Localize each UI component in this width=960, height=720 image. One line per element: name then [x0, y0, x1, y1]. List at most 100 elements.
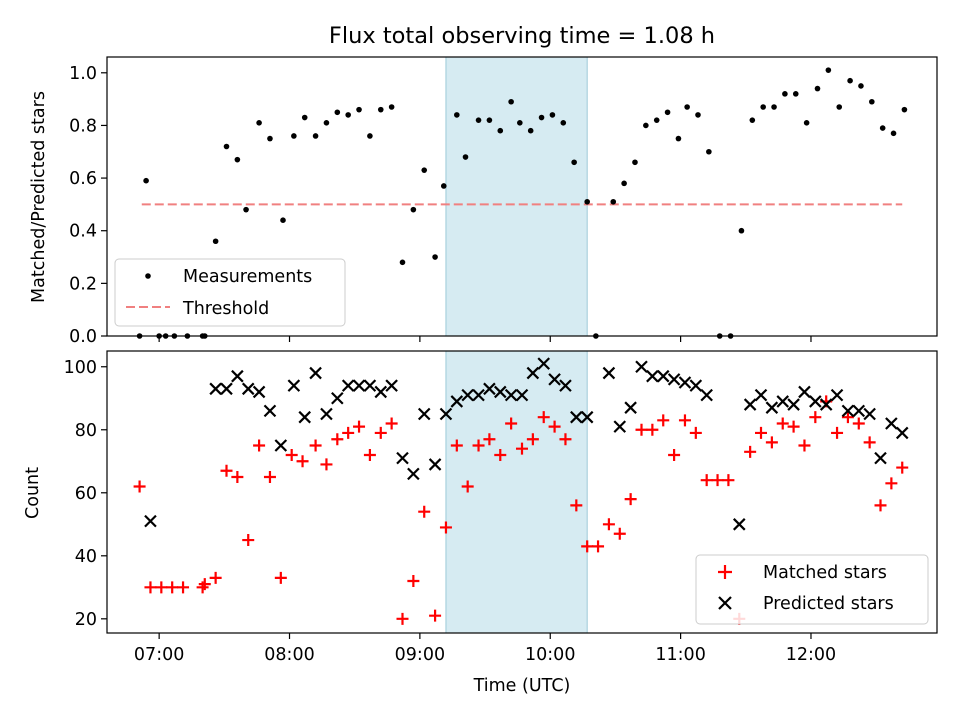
legend-measurements-label: Measurements [183, 267, 312, 287]
measurement-point [675, 135, 682, 142]
matched-star-point [220, 464, 233, 477]
bottom-x-ticks: 07:00 08:00 09:00 10:00 11:00 12:00 [134, 633, 836, 665]
matched-star-point [439, 521, 452, 534]
bottom-xtick-label: 11:00 [655, 645, 705, 665]
measurement-point [792, 91, 799, 97]
measurement-point [538, 114, 545, 121]
bottom-ylabel: Count [23, 467, 43, 519]
predicted-star-point [220, 382, 233, 396]
matched-star-point [668, 448, 681, 461]
top-points [136, 67, 908, 339]
matched-star-point [689, 426, 702, 439]
matched-star-point [177, 581, 190, 594]
measurement-point [497, 127, 504, 134]
matched-star-point [242, 534, 255, 547]
predicted-star-point [700, 388, 713, 402]
predicted-star-point [656, 369, 670, 383]
bottom-xtick-label: 12:00 [786, 645, 836, 665]
predicted-star-point [863, 407, 876, 421]
matched-star-point [133, 480, 146, 493]
top-ytick-label: 0.0 [69, 327, 97, 347]
matched-stars-points [133, 395, 909, 625]
predicted-star-point [483, 382, 496, 396]
bottom-legend: Matched stars Predicted stars [695, 554, 929, 625]
bottom-y-ticks: 20 40 60 80 100 [64, 358, 107, 630]
measurement-point [280, 217, 286, 223]
predicted-star-point [231, 369, 244, 383]
top-ytick-label: 0.2 [69, 274, 97, 294]
measurement-point [356, 106, 362, 113]
measurement-point [312, 133, 319, 139]
measurement-point [847, 77, 853, 84]
measurement-point [301, 114, 308, 121]
measurement-point [421, 167, 428, 173]
measurement-point [879, 125, 886, 131]
matched-star-point [765, 436, 778, 449]
matched-star-point [396, 612, 409, 625]
measurement-point [738, 227, 745, 234]
predicted-star-point [526, 366, 540, 380]
top-ytick-label: 1.0 [69, 64, 97, 84]
predicted-star-point [461, 388, 474, 402]
measurement-point [508, 98, 514, 105]
matched-star-point [787, 420, 800, 433]
measurement-point [243, 206, 249, 213]
legend-matched-marker [718, 565, 732, 579]
matched-star-point [209, 571, 222, 584]
matched-star-point [253, 439, 266, 452]
predicted-star-point [776, 395, 790, 408]
measurement-point [291, 133, 297, 139]
measurement-point [212, 238, 219, 245]
legend-threshold-label: Threshold [182, 299, 269, 319]
matched-star-point [548, 420, 561, 433]
matched-star-point [331, 433, 344, 446]
measurement-point [367, 133, 373, 139]
predicted-star-point [754, 388, 768, 402]
predicted-stars-points [144, 357, 909, 531]
predicted-star-point [537, 357, 551, 370]
matched-star-point [602, 518, 615, 531]
top-axes-frame [106, 56, 938, 337]
matched-star-point [874, 499, 887, 512]
bottom-panel: 20 40 60 80 100 07:00 08:00 09:00 10:00 11:00 12:… [23, 350, 938, 696]
measurement-point [771, 104, 777, 110]
matched-star-point [831, 426, 844, 439]
predicted-star-point [646, 369, 659, 383]
predicted-star-point [809, 395, 822, 408]
predicted-star-point [732, 518, 746, 531]
predicted-star-point [450, 395, 464, 408]
top-legend-box [114, 258, 346, 327]
predicted-star-point [417, 407, 431, 421]
measurement-point [323, 120, 330, 126]
predicted-star-point [298, 410, 312, 424]
measurement-point [571, 159, 577, 166]
measurement-point [610, 198, 617, 205]
measurement-point [475, 117, 482, 123]
matched-star-point [450, 439, 463, 452]
measurement-point [760, 104, 766, 110]
measurement-point [462, 154, 469, 160]
measurement-point [621, 180, 627, 187]
predicted-star-point [320, 407, 333, 421]
measurement-point [223, 143, 230, 150]
matched-star-point [342, 426, 355, 439]
measurement-point [858, 83, 864, 89]
matched-star-point [885, 477, 898, 490]
legend-predicted-label: Predicted stars [763, 594, 894, 614]
bottom-ytick-label: 60 [75, 484, 97, 504]
predicted-star-point [602, 366, 616, 380]
matched-star-point [374, 426, 387, 439]
measurement-point [836, 104, 843, 110]
matched-star-point [657, 414, 670, 427]
top-ylabel: Matched/Predicted stars [29, 91, 49, 303]
measurement-point [890, 130, 897, 137]
measurement-point [869, 98, 875, 105]
matched-star-point [744, 445, 757, 458]
measurement-point [584, 198, 590, 205]
bottom-xtick-label: 07:00 [134, 645, 184, 665]
predicted-star-point [472, 388, 485, 402]
measurement-point [527, 127, 534, 134]
matched-star-point [809, 411, 822, 424]
predicted-star-point [241, 382, 255, 396]
